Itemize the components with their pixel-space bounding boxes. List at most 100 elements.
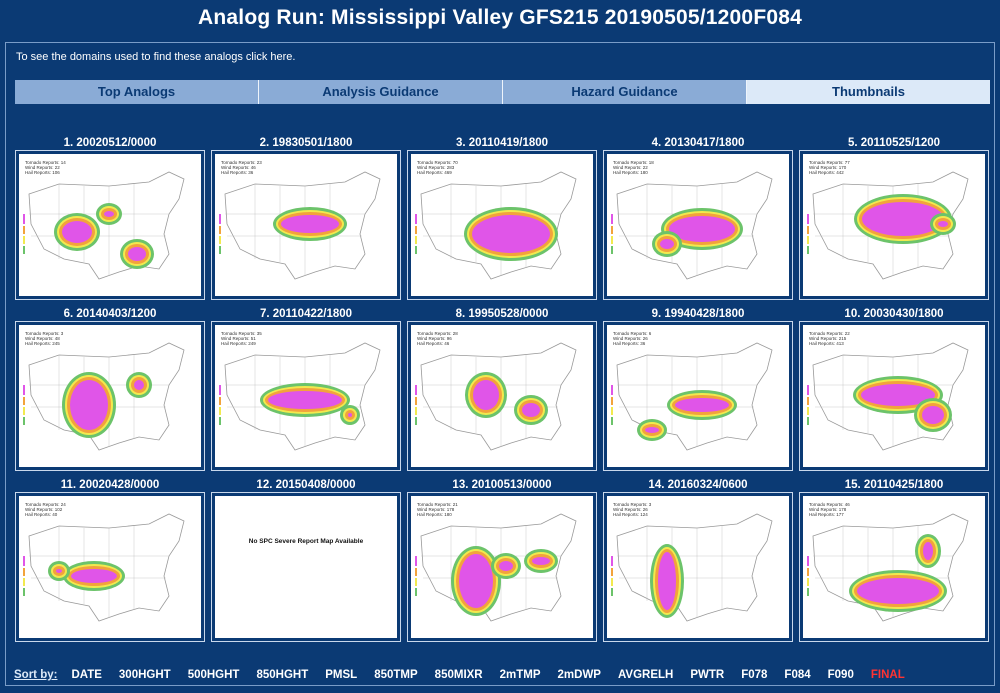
page-title: Analog Run: Mississippi Valley GFS215 20… [0, 0, 1000, 36]
thumbnail-image[interactable]: Tornado Reports: 14 Wind Reports: 22 Hail … [15, 150, 205, 300]
tab-hazard-guidance[interactable]: Hazard Guidance [503, 80, 747, 104]
report-count-line: Tornado Reports: 23 [221, 160, 262, 165]
thumbnail-image[interactable]: Tornado Reports: 3 Wind Reports: 26 Hail R… [603, 492, 793, 642]
report-count-line: Wind Reports: 46 [221, 165, 256, 170]
report-count-line: Wind Reports: 170 [809, 165, 847, 170]
sort-label: Sort by: [14, 669, 58, 681]
thumbnail-label[interactable]: 6. 20140403/1200 [63, 308, 157, 320]
thumbnail-image[interactable]: Tornado Reports: 70 Wind Reports: 283 Hail… [407, 150, 597, 300]
thumbnail-label[interactable]: 10. 20030430/1800 [844, 308, 944, 320]
thumbnail-label[interactable]: 5. 20110525/1200 [847, 137, 941, 149]
sort-option-2mdwp[interactable]: 2mDWP [557, 669, 601, 681]
report-count-line: Hail Reports: 36 [613, 341, 646, 346]
report-counts: Tornado Reports: 14 Wind Reports: 22 Hail … [25, 160, 66, 175]
thumbnail-image[interactable]: Tornado Reports: 28 Wind Reports: 96 Hail … [407, 321, 597, 471]
thumbnail-cell: 1. 20020512/0000 Tornado Reports: 14 Wind … [12, 135, 208, 300]
tab-top-analogs[interactable]: Top Analogs [15, 80, 259, 104]
severe-report-map [807, 171, 969, 280]
thumbnail-label[interactable]: 1. 20020512/0000 [63, 137, 157, 149]
report-count-line: Hail Reports: 124 [613, 512, 648, 517]
sort-option-avgrelh[interactable]: AVGRELH [617, 669, 674, 681]
sort-option-850tmp[interactable]: 850TMP [374, 669, 418, 681]
severe-report-map [415, 513, 577, 622]
thumbnail-label[interactable]: 4. 20130417/1800 [651, 137, 745, 149]
thumbnail-image[interactable]: Tornado Reports: 35 Wind Reports: 51 Hail … [211, 321, 401, 471]
severe-report-map [415, 342, 577, 451]
report-counts: Tornado Reports: 23 Wind Reports: 46 Hail … [221, 160, 262, 175]
thumbnail-cell: 11. 20020428/0000 Tornado Reports: 24 Wind… [12, 477, 208, 642]
report-count-line: Tornado Reports: 21 [417, 502, 458, 507]
thumbnail-cell: 12. 20150408/0000 No SPC Severe Report Ma… [208, 477, 404, 642]
sort-option-final[interactable]: FINAL [870, 669, 905, 681]
sort-option-date[interactable]: DATE [71, 669, 102, 681]
report-count-line: Hail Reports: 36 [221, 170, 254, 175]
thumbnail-cell: 13. 20100513/0000 Tornado Reports: 21 Wind… [404, 477, 600, 642]
thumbnail-label[interactable]: 13. 20100513/0000 [452, 479, 552, 491]
tab-thumbnails[interactable]: Thumbnails [747, 80, 990, 104]
thumbnail-image[interactable]: Tornado Reports: 23 Wind Reports: 46 Hail … [211, 150, 401, 300]
sort-option-300hght[interactable]: 300HGHT [118, 669, 171, 681]
thumbnail-image[interactable]: Tornado Reports: 21 Wind Reports: 178 Hail… [407, 492, 597, 642]
thumbnail-label[interactable]: 8. 19950528/0000 [455, 308, 549, 320]
report-count-line: Hail Reports: 413 [809, 341, 844, 346]
tab-analysis-guidance[interactable]: Analysis Guidance [259, 80, 503, 104]
thumbnail-label[interactable]: 15. 20110425/1800 [844, 479, 944, 491]
report-count-line: Tornado Reports: 77 [809, 160, 850, 165]
report-counts: Tornado Reports: 3 Wind Reports: 48 Hail R… [25, 331, 63, 346]
sort-option-500hght[interactable]: 500HGHT [187, 669, 240, 681]
thumbnail-label[interactable]: 3. 20110419/1800 [455, 137, 549, 149]
report-count-line: Hail Reports: 106 [25, 170, 60, 175]
thumbnail-cell: 5. 20110525/1200 Tornado Reports: 77 Wind … [796, 135, 992, 300]
thumbnail-image[interactable]: Tornado Reports: 77 Wind Reports: 170 Hail… [799, 150, 989, 300]
thumbnail-image[interactable]: Tornado Reports: 24 Wind Reports: 102 Hail… [15, 492, 205, 642]
sort-option-f084[interactable]: F084 [784, 669, 811, 681]
thumbnail-image[interactable]: No SPC Severe Report Map Available [211, 492, 401, 642]
report-count-line: Tornado Reports: 46 [809, 502, 850, 507]
thumbnail-label[interactable]: 14. 20160324/0600 [648, 479, 748, 491]
thumbnail-cell: 2. 19830501/1800 Tornado Reports: 23 Wind … [208, 135, 404, 300]
sort-option-pwtr[interactable]: PWTR [690, 669, 725, 681]
report-count-line: Hail Reports: 180 [417, 512, 452, 517]
no-map-message: No SPC Severe Report Map Available [248, 538, 364, 545]
thumbnail-cell: 3. 20110419/1800 Tornado Reports: 70 Wind … [404, 135, 600, 300]
thumbnail-cell: 10. 20030430/1800 Tornado Reports: 22 Wind… [796, 306, 992, 471]
severe-report-map [23, 342, 185, 451]
report-counts: Tornado Reports: 3 Wind Reports: 26 Hail R… [613, 502, 651, 517]
thumbnail-label[interactable]: 7. 20110422/1800 [259, 308, 353, 320]
thumbnail-image[interactable]: Tornado Reports: 3 Wind Reports: 48 Hail R… [15, 321, 205, 471]
thumbnail-label[interactable]: 9. 19940428/1800 [651, 308, 745, 320]
thumbnail-cell: 7. 20110422/1800 Tornado Reports: 35 Wind … [208, 306, 404, 471]
report-counts: Tornado Reports: 77 Wind Reports: 170 Hail… [809, 160, 850, 175]
sort-option-2mtmp[interactable]: 2mTMP [499, 669, 541, 681]
report-counts: Tornado Reports: 28 Wind Reports: 96 Hail … [417, 331, 458, 346]
sort-option-f078[interactable]: F078 [741, 669, 768, 681]
report-count-line: Wind Reports: 178 [417, 507, 455, 512]
sort-option-pmsl[interactable]: PMSL [325, 669, 358, 681]
sort-option-f090[interactable]: F090 [827, 669, 854, 681]
report-count-line: Wind Reports: 96 [417, 336, 452, 341]
thumbnail-cell: 15. 20110425/1800 Tornado Reports: 46 Wind… [796, 477, 992, 642]
thumbnail-label[interactable]: 11. 20020428/0000 [60, 479, 160, 491]
thumbnail-image[interactable]: Tornado Reports: 22 Wind Reports: 215 Hail… [799, 321, 989, 471]
severe-report-map [23, 513, 185, 622]
sort-option-850hght[interactable]: 850HGHT [256, 669, 309, 681]
report-count-line: Hail Reports: 245 [25, 341, 60, 346]
report-count-line: Tornado Reports: 35 [221, 331, 262, 336]
sort-option-850mixr[interactable]: 850MIXR [434, 669, 483, 681]
thumbnail-cell: 4. 20130417/1800 Tornado Reports: 18 Wind … [600, 135, 796, 300]
thumbnail-image[interactable]: Tornado Reports: 6 Wind Reports: 26 Hail R… [603, 321, 793, 471]
report-count-line: Tornado Reports: 28 [417, 331, 458, 336]
thumbnail-image[interactable]: Tornado Reports: 46 Wind Reports: 178 Hail… [799, 492, 989, 642]
severe-report-map [807, 342, 969, 451]
report-count-line: Wind Reports: 102 [25, 507, 63, 512]
report-count-line: Tornado Reports: 70 [417, 160, 458, 165]
domains-info-link[interactable]: To see the domains used to find these an… [16, 51, 296, 63]
thumbnail-cell: 8. 19950528/0000 Tornado Reports: 28 Wind … [404, 306, 600, 471]
thumbnail-label[interactable]: 12. 20150408/0000 [256, 479, 356, 491]
report-counts: Tornado Reports: 6 Wind Reports: 26 Hail R… [613, 331, 651, 346]
report-count-line: Hail Reports: 442 [809, 170, 844, 175]
thumbnail-cell: 6. 20140403/1200 Tornado Reports: 3 Wind R… [12, 306, 208, 471]
report-count-line: Tornado Reports: 18 [613, 160, 654, 165]
thumbnail-label[interactable]: 2. 19830501/1800 [259, 137, 353, 149]
thumbnail-image[interactable]: Tornado Reports: 18 Wind Reports: 22 Hail … [603, 150, 793, 300]
